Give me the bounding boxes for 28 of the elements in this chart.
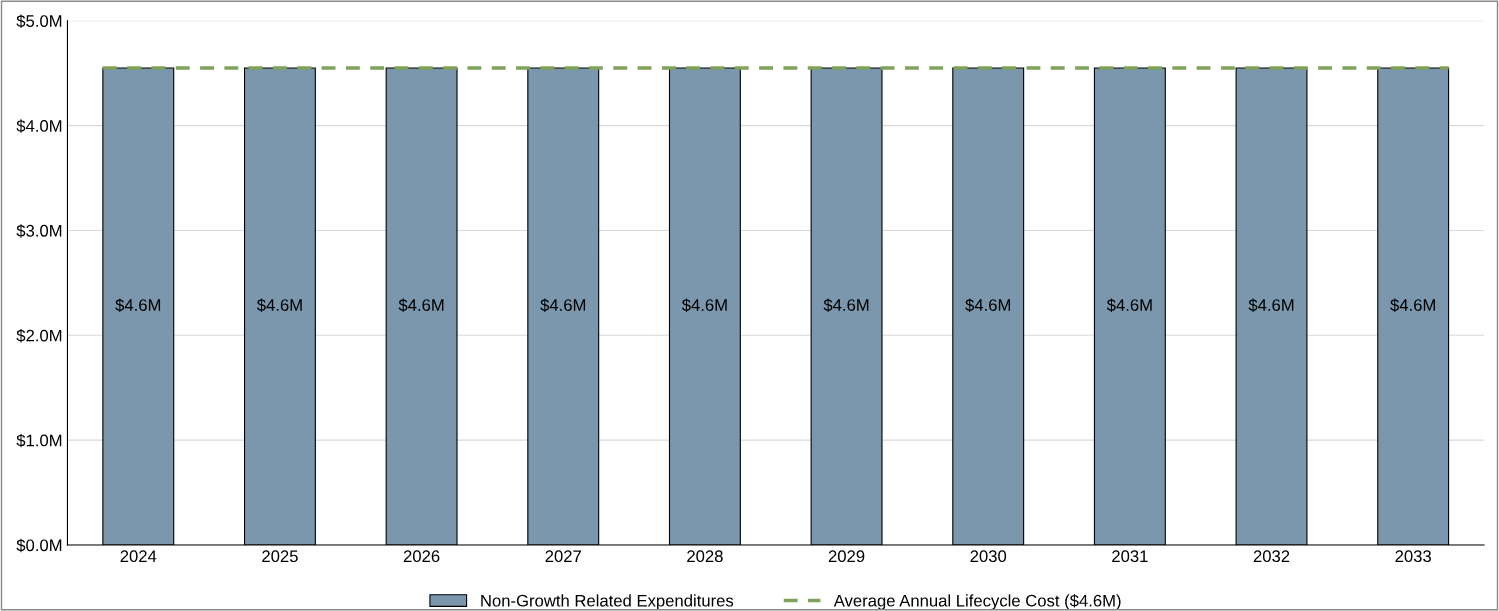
x-tick-label: 2030 <box>970 550 1007 563</box>
y-tick-label: $1.0M <box>16 433 62 448</box>
data-label: $4.6M <box>965 298 1011 312</box>
x-tick-label: 2024 <box>120 550 157 563</box>
x-tick-label: 2031 <box>1112 550 1148 563</box>
data-label: $4.6M <box>681 298 727 312</box>
x-tick-label: 2026 <box>403 550 440 563</box>
y-tick-label: $0.0M <box>16 538 62 553</box>
data-label: $4.6M <box>256 298 302 312</box>
data-label: $4.6M <box>1390 298 1435 312</box>
y-tick-label: $2.0M <box>16 329 62 343</box>
data-label: $4.6M <box>398 298 444 312</box>
legend-label: Non-Growth Related Expenditures <box>481 594 734 610</box>
x-tick-label: 2032 <box>1253 550 1290 563</box>
data-label: $4.6M <box>115 298 161 312</box>
legend-label: Average Annual Lifecycle Cost ($4.6M) <box>833 594 1121 610</box>
x-tick-label: 2025 <box>262 550 298 563</box>
data-label: $4.6M <box>1106 298 1152 312</box>
data-label: $4.6M <box>540 298 586 312</box>
data-label: $4.6M <box>823 298 869 312</box>
y-tick-label: $3.0M <box>16 224 62 238</box>
x-tick-label: 2027 <box>545 550 581 563</box>
y-tick-label: $4.0M <box>16 119 62 133</box>
x-tick-label: 2033 <box>1395 550 1431 563</box>
data-label: $4.6M <box>1248 298 1294 312</box>
x-tick-label: 2028 <box>687 550 723 563</box>
x-tick-label: 2029 <box>828 550 865 563</box>
y-tick-label: $5.0M <box>16 14 62 28</box>
